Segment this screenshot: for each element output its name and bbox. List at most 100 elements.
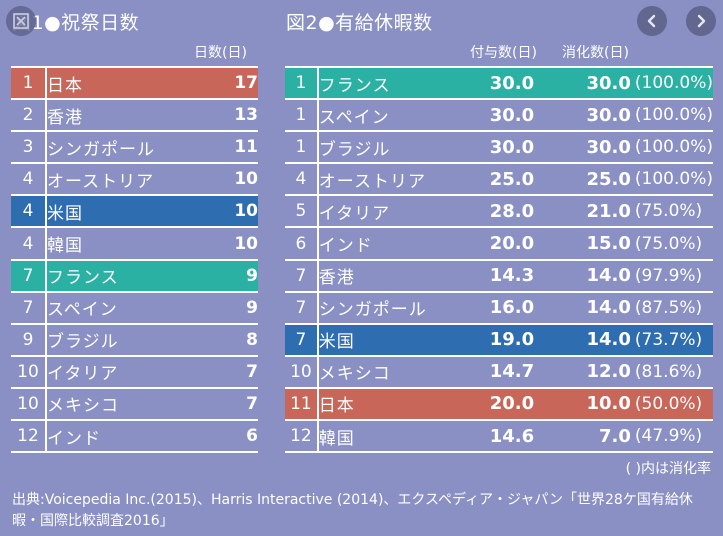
usage-rate: (100.0%) [634, 73, 713, 94]
table-row: 10 イタリア 7 [11, 355, 258, 388]
figure2-title: 図2●有給休暇数 [286, 12, 433, 34]
rank-cell: 7 [285, 259, 319, 292]
used-days: 12.0 [586, 361, 631, 383]
rank-cell: 7 [11, 291, 47, 324]
table-row: 4 オーストリア 10 [11, 163, 258, 196]
figure1-title: 図1●祝祭日数 [12, 12, 140, 34]
holiday-days: 10 [234, 169, 258, 190]
rank-cell: 10 [285, 355, 319, 388]
used-days: 14.0 [586, 297, 631, 319]
rank-cell: 6 [285, 227, 319, 260]
rank-cell: 2 [11, 99, 47, 132]
table-row: 1 日本 17 [11, 67, 258, 100]
used-days: 30.0 [586, 72, 631, 94]
country-name: ブラジル [318, 139, 391, 160]
country-name: フランス [47, 268, 119, 289]
holiday-days: 8 [246, 329, 258, 350]
granted-days: 30.0 [489, 136, 535, 158]
previous-button[interactable] [637, 6, 667, 36]
rate-note: ( )内は消化率 [625, 461, 711, 477]
rank-cell: 7 [11, 259, 47, 292]
table-row: 3 シンガポール 11 [11, 131, 258, 164]
rank-cell: 7 [285, 323, 319, 356]
rank-cell: 12 [11, 420, 47, 453]
usage-rate: (73.7%) [634, 329, 703, 350]
table-row: 4 オーストリア 25.0 25.0 (100.0%) [285, 163, 713, 196]
rank-cell: 1 [285, 99, 319, 132]
used-days: 10.0 [586, 393, 631, 415]
table-row: 5 イタリア 28.0 21.0 (75.0%) [285, 195, 713, 228]
source-citation: 出典:Voicepedia Inc.(2015)、Harris Interact… [12, 492, 693, 529]
country-name: 米国 [318, 332, 355, 353]
used-days: 30.0 [586, 104, 631, 126]
table-row: 7 スペイン 9 [11, 291, 258, 324]
holiday-days: 17 [234, 73, 258, 94]
usage-rate: (47.9%) [634, 426, 703, 447]
usage-rate: (100.0%) [634, 105, 713, 126]
country-name: 香港 [47, 107, 83, 128]
granted-days: 20.0 [489, 393, 535, 415]
holiday-days: 9 [246, 297, 258, 318]
chevron-right-icon [697, 14, 706, 28]
rank-cell: 9 [11, 323, 47, 356]
rank-cell: 3 [11, 131, 47, 164]
granted-days: 14.7 [489, 361, 535, 383]
figure2-granted-header: 付与数(日) [470, 45, 537, 61]
usage-rate: (50.0%) [634, 393, 703, 414]
rank-cell: 12 [285, 420, 319, 453]
holiday-days: 13 [234, 105, 258, 126]
used-days: 25.0 [586, 168, 631, 190]
used-days: 14.0 [586, 265, 631, 287]
rank-cell: 1 [285, 67, 319, 100]
holiday-days: 11 [234, 137, 258, 158]
table-row: 1 ブラジル 30.0 30.0 (100.0%) [285, 131, 713, 164]
granted-days: 14.3 [489, 265, 535, 287]
country-name: 香港 [318, 268, 355, 289]
country-name: 日本 [47, 75, 83, 96]
rank-cell: 11 [285, 387, 319, 421]
table-row: 9 ブラジル 8 [11, 323, 258, 356]
holiday-days: 10 [234, 201, 258, 222]
country-name: インド [318, 236, 373, 257]
table-row: 1 スペイン 30.0 30.0 (100.0%) [285, 99, 713, 132]
country-name: 米国 [47, 203, 83, 224]
usage-rate: (100.0%) [634, 169, 713, 190]
holiday-days: 7 [246, 361, 258, 382]
country-name: 韓国 [318, 428, 355, 449]
granted-days: 30.0 [489, 72, 535, 94]
table-row: 6 インド 20.0 15.0 (75.0%) [285, 227, 713, 260]
usage-rate: (97.9%) [634, 265, 703, 286]
granted-days: 20.0 [489, 233, 535, 255]
used-days: 21.0 [586, 200, 631, 222]
rank-cell: 10 [11, 355, 47, 388]
granted-days: 19.0 [489, 329, 535, 351]
used-days: 14.0 [586, 329, 631, 351]
table-row: 7 米国 19.0 14.0 (73.7%) [285, 323, 713, 356]
rank-cell: 4 [285, 163, 319, 196]
holiday-days: 9 [246, 265, 258, 286]
usage-rate: (75.0%) [634, 201, 703, 222]
granted-days: 14.6 [489, 425, 535, 447]
figure1-days-header: 日数(日) [194, 45, 247, 61]
close-icon [13, 13, 29, 29]
granted-days: 28.0 [489, 200, 535, 222]
country-name: スペイン [318, 107, 390, 128]
table-row: 4 米国 10 [11, 195, 258, 228]
table-row: 10 メキシコ 7 [11, 387, 258, 421]
table-row: 12 インド 6 [11, 420, 258, 453]
usage-rate: (81.6%) [634, 361, 703, 382]
usage-rate: (87.5%) [634, 297, 703, 318]
table-row: 4 韓国 10 [11, 227, 258, 260]
used-days: 30.0 [586, 136, 631, 158]
granted-days: 30.0 [489, 104, 535, 126]
country-name: フランス [318, 75, 391, 96]
country-name: メキシコ [318, 364, 391, 385]
holidays-table: 1 日本 17 2 香港 13 3 シンガポール 11 4 オーストリア 10 4 米国 10 4 韓国 10 7 フ… [11, 66, 258, 453]
close-button[interactable] [6, 6, 36, 36]
rank-cell: 5 [285, 195, 319, 228]
country-name: ブラジル [47, 332, 119, 353]
rank-cell: 4 [11, 163, 47, 196]
rank-cell: 7 [285, 291, 319, 324]
next-button[interactable] [686, 6, 716, 36]
country-name: スペイン [47, 300, 118, 321]
